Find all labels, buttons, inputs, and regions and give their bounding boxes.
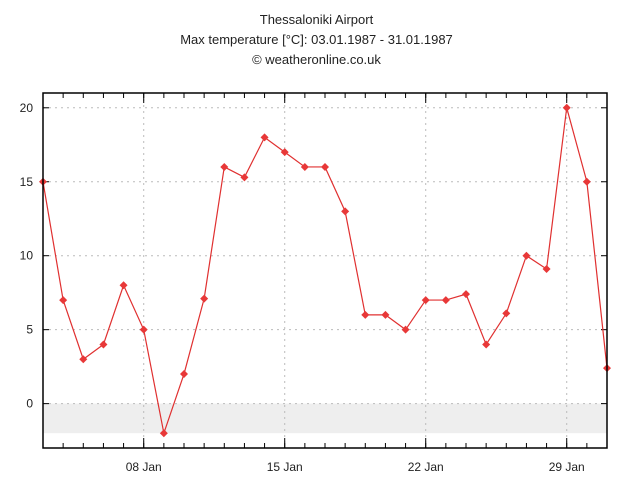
data-point	[381, 310, 390, 319]
data-point	[321, 162, 329, 171]
y-tick-label: 0	[26, 397, 33, 411]
data-point	[300, 162, 309, 171]
data-point	[582, 177, 591, 186]
data-point	[79, 355, 88, 364]
x-tick-label: 15 Jan	[267, 460, 303, 474]
data-point	[421, 296, 430, 305]
y-tick-label: 20	[20, 101, 34, 115]
y-tick-label: 10	[20, 249, 34, 263]
plot-frame	[42, 92, 608, 449]
series-line	[42, 107, 608, 436]
y-tick-label: 5	[26, 323, 33, 337]
data-point	[542, 265, 551, 274]
data-point	[99, 340, 108, 349]
data-point	[361, 310, 370, 319]
data-point	[180, 370, 188, 379]
data-point	[159, 429, 168, 438]
chart-credit: © weatheronline.co.uk	[252, 52, 381, 67]
data-point	[200, 294, 209, 303]
x-tick-label: 08 Jan	[126, 460, 162, 474]
below-zero-band	[43, 403, 607, 434]
data-point	[260, 133, 269, 142]
data-point	[462, 290, 470, 299]
data-point	[562, 103, 571, 112]
data-point	[280, 148, 289, 157]
y-tick-label: 15	[20, 175, 34, 189]
chart-title: Thessaloniki Airport	[259, 12, 374, 27]
x-tick-label: 22 Jan	[408, 460, 444, 474]
data-point	[482, 340, 491, 349]
data-point	[220, 162, 229, 171]
chart-titles: Thessaloniki Airport Max temperature [°C…	[0, 10, 633, 70]
data-point	[341, 207, 350, 216]
data-point	[441, 296, 450, 305]
data-point	[139, 325, 148, 334]
data-point	[119, 281, 128, 290]
data-point	[522, 251, 531, 260]
data-point	[240, 173, 249, 182]
data-point	[502, 309, 511, 318]
chart-subtitle: Max temperature [°C]: 03.01.1987 - 31.01…	[180, 32, 453, 47]
x-tick-label: 29 Jan	[549, 460, 585, 474]
data-point	[401, 325, 410, 334]
data-point	[59, 296, 68, 305]
